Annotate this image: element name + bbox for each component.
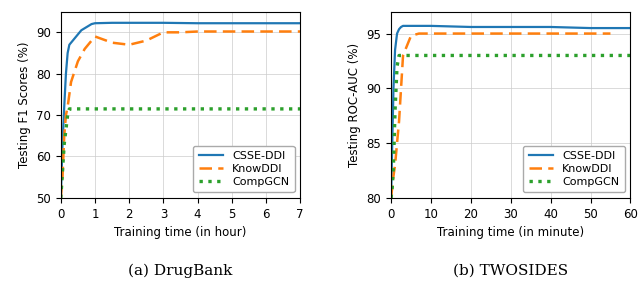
Legend: CSSE-DDI, KnowDDI, CompGCN: CSSE-DDI, KnowDDI, CompGCN — [193, 146, 294, 192]
Text: (a) DrugBank: (a) DrugBank — [128, 263, 233, 278]
X-axis label: Training time (in minute): Training time (in minute) — [437, 226, 584, 239]
X-axis label: Training time (in hour): Training time (in hour) — [115, 226, 246, 239]
Y-axis label: Testing F1 Scores (%): Testing F1 Scores (%) — [18, 42, 31, 168]
Legend: CSSE-DDI, KnowDDI, CompGCN: CSSE-DDI, KnowDDI, CompGCN — [524, 146, 625, 192]
Y-axis label: Testing ROC-AUC (%): Testing ROC-AUC (%) — [348, 43, 361, 167]
Text: (b) TWOSIDES: (b) TWOSIDES — [453, 264, 568, 278]
